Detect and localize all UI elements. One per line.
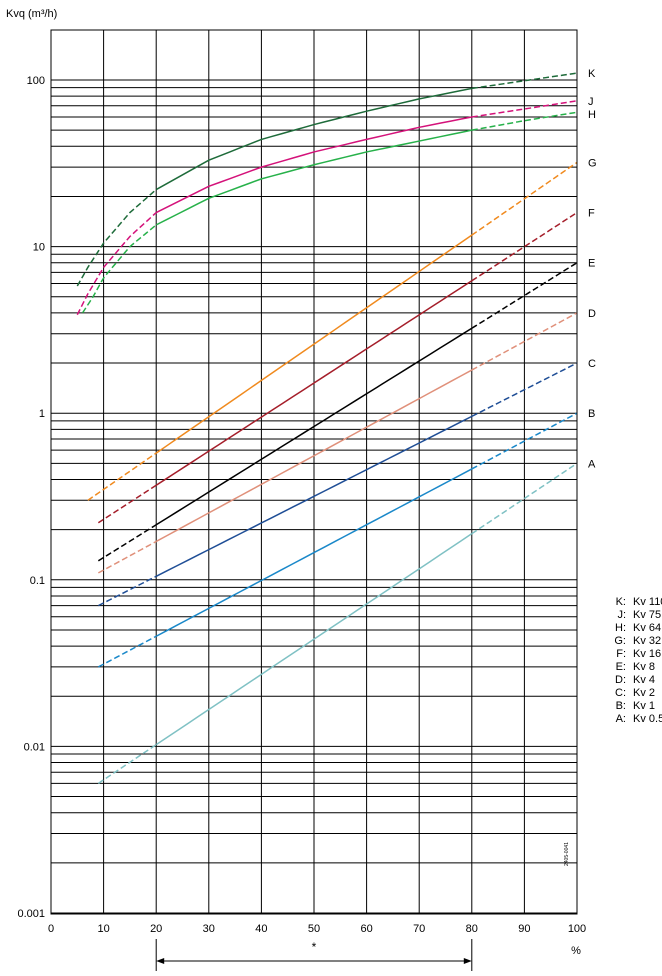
series-end-label-h: H	[588, 109, 596, 121]
range-label: *	[312, 940, 317, 954]
series-end-label-k: K	[588, 68, 596, 80]
legend-value-a: Kv 0.5	[633, 713, 662, 725]
x-tick-label: 40	[255, 923, 267, 935]
series-line-j	[76, 212, 157, 316]
range-arrow-right	[463, 958, 472, 964]
legend-key-d: D:	[615, 674, 626, 686]
series-line-g	[471, 161, 578, 236]
y-tick-label: 0.01	[24, 741, 45, 753]
series-end-label-f: F	[588, 208, 595, 220]
range-marker: *	[155, 939, 473, 971]
series-line-a	[97, 744, 157, 784]
series-line-d	[97, 540, 157, 574]
legend-value-k: Kv 110	[633, 596, 662, 608]
legend-value-f: Kv 16	[633, 648, 661, 660]
legend-key-e: E:	[616, 661, 626, 673]
x-tick-label: 20	[150, 923, 162, 935]
x-tick-label: 50	[308, 923, 320, 935]
series-line-f	[155, 280, 473, 486]
series-line-e	[155, 327, 473, 526]
series-line-b	[155, 468, 473, 637]
series-line-c	[155, 415, 473, 577]
legend-value-e: Kv 8	[633, 661, 655, 673]
image-code: 2405-0041	[564, 842, 570, 866]
y-tick-label: 100	[27, 75, 45, 87]
series-end-label-e: E	[588, 258, 595, 270]
legend-value-d: Kv 4	[633, 674, 655, 686]
legend-key-f: F:	[616, 648, 626, 660]
x-tick-label: 10	[97, 923, 109, 935]
x-tick-label: 60	[360, 923, 372, 935]
series-line-k	[155, 87, 472, 191]
legend: K: Kv 110 J: Kv 75 H: Kv 64 G: Kv 32 F: Kv 16 E: Kv…	[614, 596, 662, 725]
y-tick-label: 0.001	[17, 908, 45, 920]
series-line-g	[87, 452, 157, 501]
grid	[51, 30, 577, 914]
series-end-label-c: C	[588, 358, 596, 370]
series-line-f	[471, 211, 578, 282]
series-line-h	[81, 224, 157, 314]
series-group: K JH G F E D C B A	[76, 68, 597, 784]
series-end-label-g: G	[588, 157, 597, 169]
x-tick-label: 70	[413, 923, 425, 935]
range-arrow-left	[156, 958, 165, 964]
series-line-e	[471, 262, 578, 329]
legend-value-j: Kv 75	[633, 609, 661, 621]
series-line-a	[155, 533, 473, 746]
x-axis-label: %	[571, 945, 581, 957]
series-line-g	[155, 234, 473, 454]
series-line-f	[97, 484, 157, 524]
legend-value-b: Kv 1	[633, 700, 655, 712]
series-line-d	[471, 312, 578, 371]
x-tick-label: 80	[466, 923, 478, 935]
legend-value-c: Kv 2	[633, 687, 655, 699]
plot-frame	[50, 29, 578, 915]
axes: 0.001 0.01 0.1 1 10 100 0 10 20 30 40 50 60 70 80 90 100	[17, 29, 586, 935]
legend-key-k: K:	[616, 596, 626, 608]
series-end-label-a: A	[588, 458, 596, 470]
series-line-j	[155, 116, 472, 214]
y-tick-label: 0.1	[30, 575, 45, 587]
series-line-a	[471, 462, 578, 535]
y-tick-label: 1	[39, 408, 45, 420]
series-end-label-d: D	[588, 308, 596, 320]
x-tick-label: 0	[48, 923, 54, 935]
series-line-b	[97, 635, 157, 668]
legend-value-g: Kv 32	[633, 635, 661, 647]
series-line-b	[471, 412, 578, 470]
series-line-c	[471, 362, 578, 418]
series-line-e	[97, 524, 157, 562]
series-line-k	[76, 188, 157, 287]
legend-key-c: C:	[615, 687, 626, 699]
legend-key-h: H:	[615, 622, 626, 634]
series-end-label-b: B	[588, 408, 595, 420]
legend-key-b: B:	[616, 700, 626, 712]
x-tick-label: 30	[203, 923, 215, 935]
y-tick-label: 10	[33, 242, 45, 254]
series-line-c	[98, 575, 157, 607]
x-tick-label: 100	[568, 923, 586, 935]
legend-key-g: G:	[614, 635, 626, 647]
series-end-label-j: J	[588, 96, 594, 108]
legend-value-h: Kv 64	[633, 622, 661, 634]
y-axis-label: Kvq (m³/h)	[6, 8, 57, 20]
series-line-h	[155, 129, 472, 226]
legend-key-j: J:	[617, 609, 626, 621]
legend-key-a: A:	[616, 713, 626, 725]
x-tick-label: 90	[518, 923, 530, 935]
series-line-d	[155, 369, 473, 543]
